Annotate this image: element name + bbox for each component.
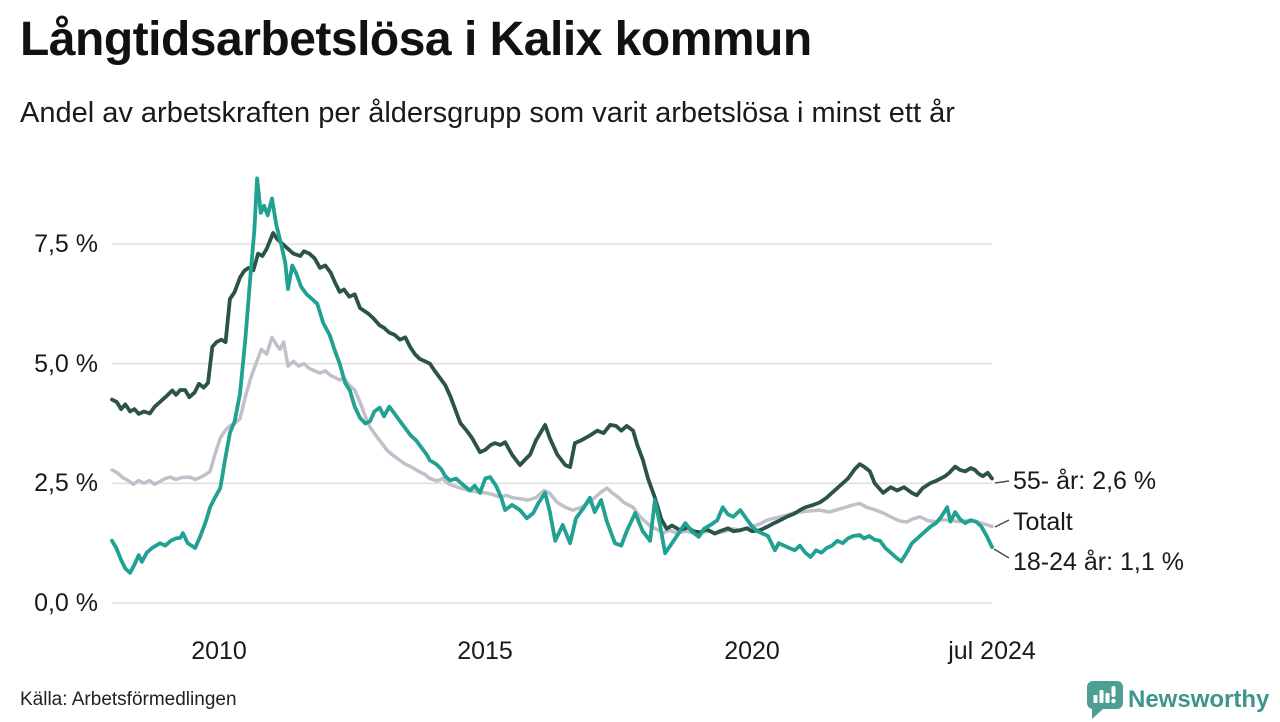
y-axis-label-0-0: 0,0 % <box>34 589 98 617</box>
series-line-55-ar <box>110 231 994 536</box>
source-note: Källa: Arbetsförmedlingen <box>20 689 237 710</box>
series-line-18-24-ar <box>110 176 994 575</box>
x-axis-label-jul-2024: jul 2024 <box>948 637 1036 665</box>
y-axis-label-7-5: 7,5 % <box>34 230 98 258</box>
chart-subtitle: Andel av arbetskraften per åldersgrupp s… <box>20 97 955 129</box>
page-title: Långtidsarbetslösa i Kalix kommun <box>20 13 812 66</box>
label-connector-55-ar <box>994 480 1010 484</box>
series-end-label-18-24-ar: 18-24 år: 1,1 % <box>1013 548 1184 576</box>
y-axis-label-5-0: 5,0 % <box>34 350 98 378</box>
x-axis-label-2020: 2020 <box>724 637 780 665</box>
bubble-shape <box>1086 681 1123 719</box>
label-connector-18-24-ar <box>993 548 1010 559</box>
series-end-label-55-ar: 55- år: 2,6 % <box>1013 467 1157 495</box>
x-axis-label-2010: 2010 <box>191 637 247 665</box>
y-axis-label-2-5: 2,5 % <box>34 469 98 497</box>
series-end-label-totalt: Totalt <box>1013 508 1073 536</box>
brand-wordmark: Newsworthy <box>1128 686 1270 713</box>
bar-chart-bubble-icon <box>1086 681 1123 719</box>
x-axis-label-2015: 2015 <box>457 637 513 665</box>
label-connector-totalt <box>994 519 1010 528</box>
